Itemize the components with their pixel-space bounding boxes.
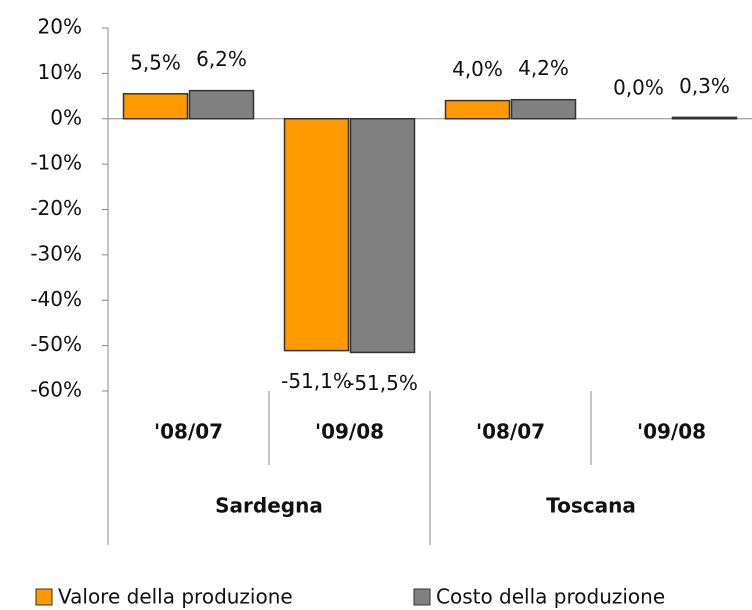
- bar: [671, 116, 738, 120]
- x-tick-label: '09/08: [637, 420, 706, 444]
- value-label: -51,1%: [281, 369, 352, 393]
- group-label: Toscana: [546, 494, 636, 518]
- y-tick-label: -10%: [30, 151, 82, 175]
- y-tick-label: -60%: [30, 378, 82, 402]
- value-label: 5,5%: [130, 50, 181, 74]
- legend-label: Costo della produzione: [436, 585, 665, 609]
- y-tick-label: -30%: [30, 241, 82, 265]
- bar: [122, 93, 189, 120]
- bar: [188, 89, 255, 120]
- value-label: 4,2%: [518, 56, 569, 80]
- value-label: 6,2%: [196, 47, 247, 71]
- y-tick-label: 20%: [38, 15, 82, 39]
- bar: [283, 118, 350, 352]
- x-tick-label: '09/08: [315, 420, 384, 444]
- bar: [444, 99, 511, 120]
- x-tick-label: '08/07: [476, 420, 545, 444]
- legend-swatch: [35, 588, 53, 606]
- legend-label: Valore della produzione: [58, 585, 293, 609]
- value-label: -51,5%: [347, 371, 418, 395]
- y-tick-label: 0%: [50, 105, 82, 129]
- value-label: 0,3%: [679, 74, 730, 98]
- bar: [349, 118, 416, 354]
- y-tick-label: -40%: [30, 287, 82, 311]
- group-label: Sardegna: [215, 494, 323, 518]
- y-tick-label: 10%: [38, 60, 82, 84]
- legend-swatch: [413, 588, 431, 606]
- y-tick-label: -20%: [30, 196, 82, 220]
- x-tick-label: '08/07: [154, 420, 223, 444]
- y-tick-label: -50%: [30, 332, 82, 356]
- value-label: 4,0%: [452, 57, 503, 81]
- bar: [510, 98, 577, 120]
- value-label: 0,0%: [613, 75, 664, 99]
